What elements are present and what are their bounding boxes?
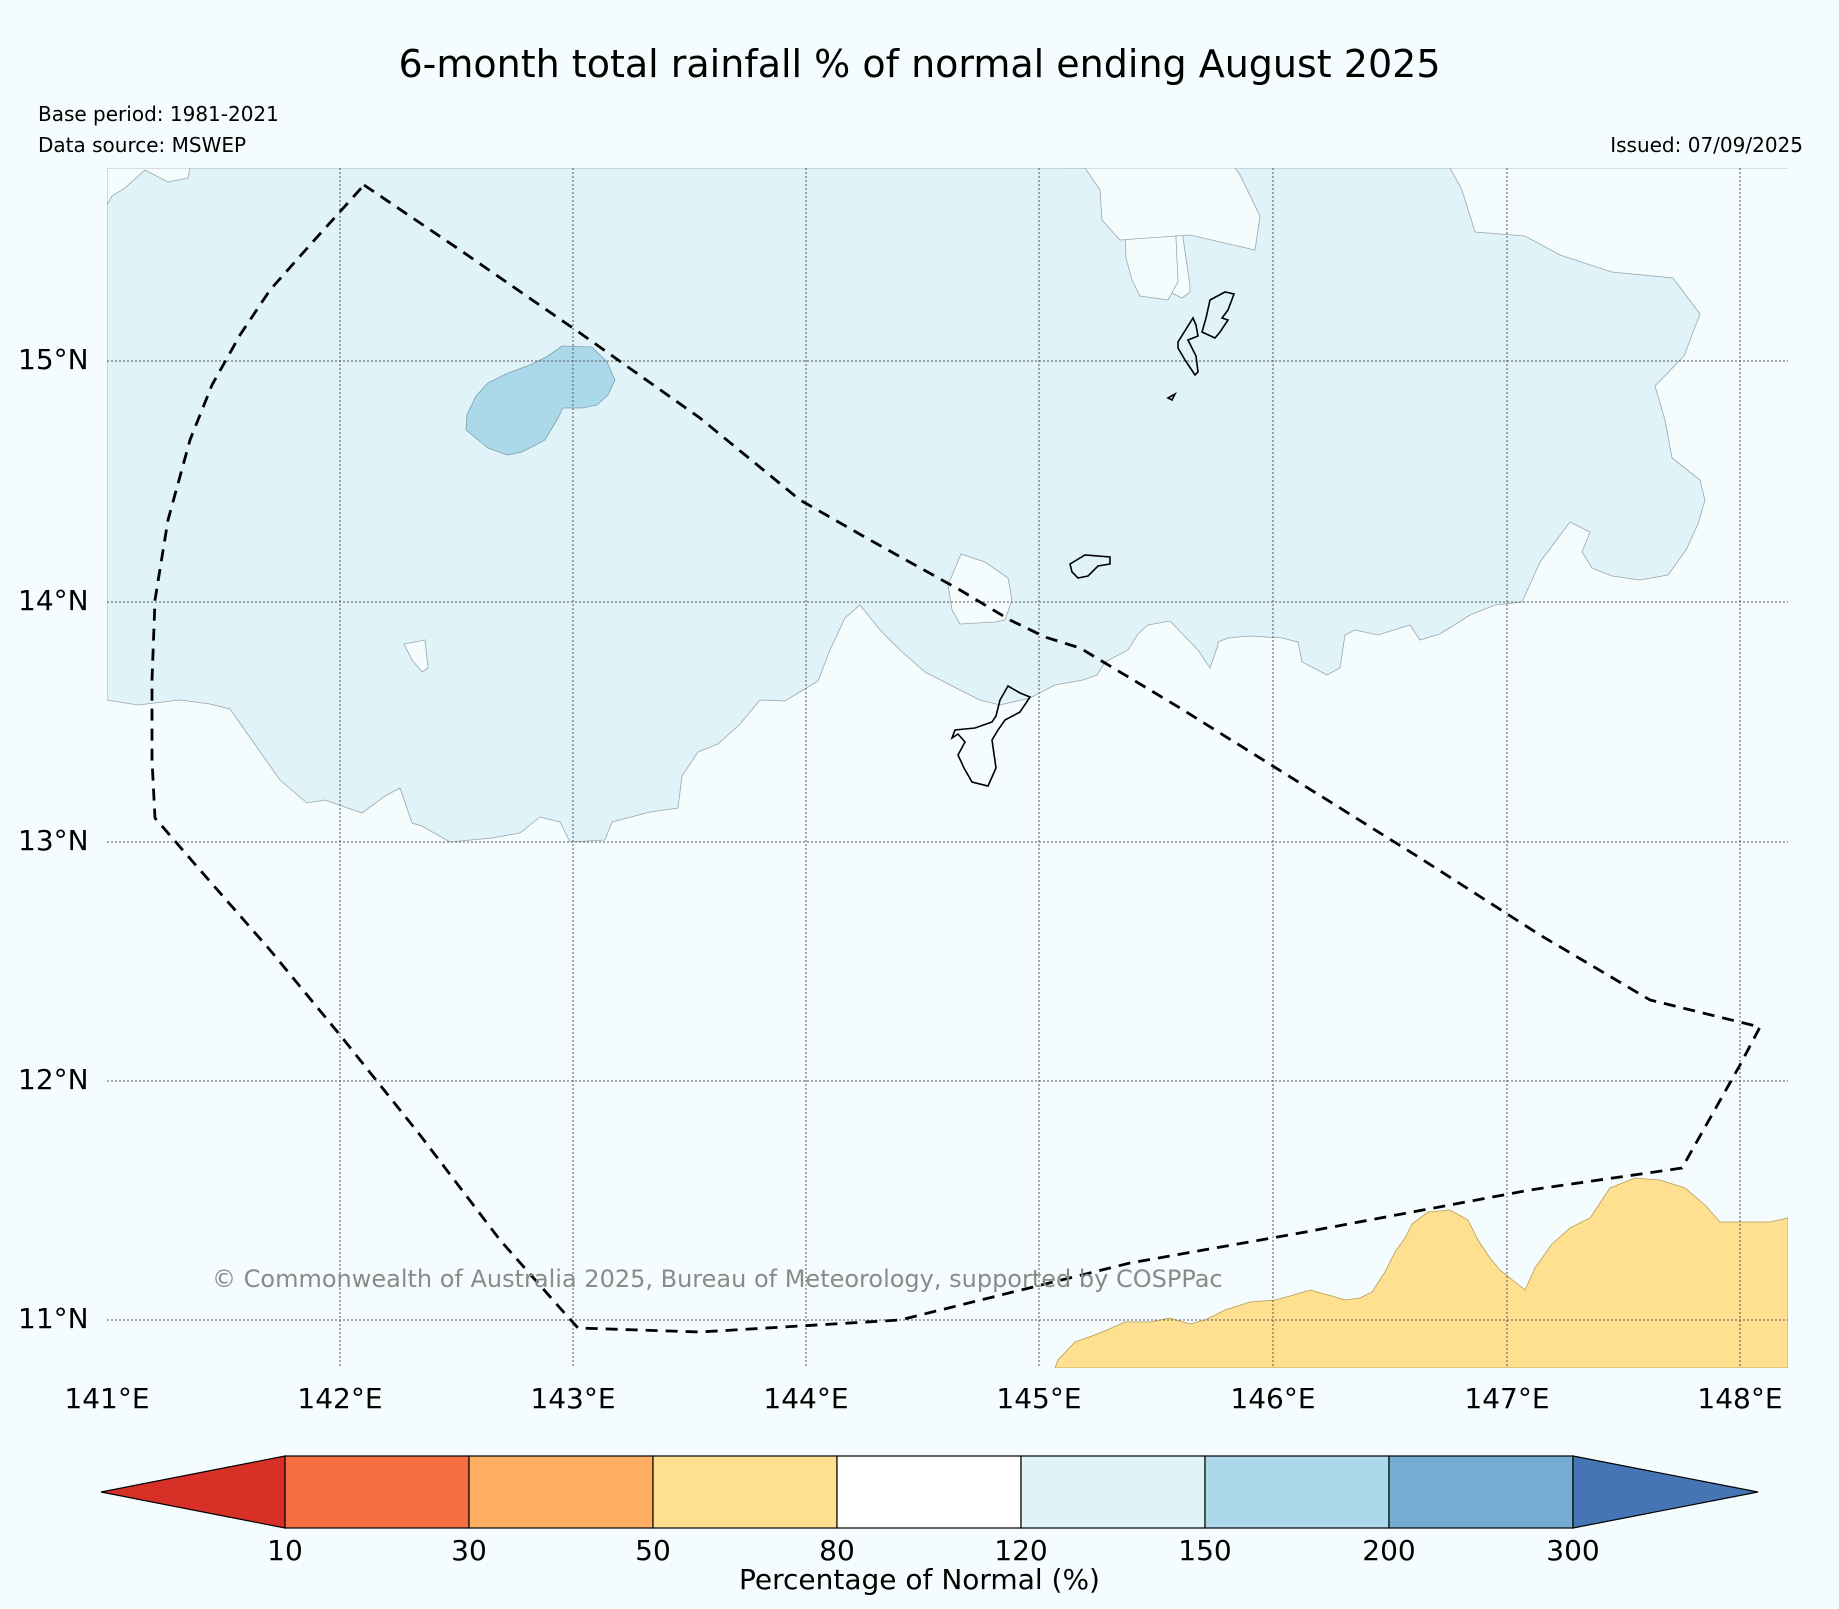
region-80-120-hole-nw [107,168,191,206]
colorbar [100,1455,1759,1529]
lon-tick-141e: 141°E [64,1382,150,1415]
lon-tick-148e: 148°E [1697,1382,1783,1415]
copyright-notice: © Commonwealth of Australia 2025, Bureau… [212,1265,1223,1293]
colorbar-tick-150: 150 [1178,1534,1232,1567]
lon-tick-144e: 144°E [763,1382,849,1415]
colorbar-120-150 [1020,1455,1206,1529]
colorbar-50-80 [652,1455,838,1529]
colorbar-label: Percentage of Normal (%) [739,1563,1100,1596]
lon-tick-142e: 142°E [297,1382,383,1415]
colorbar-extend-low [100,1455,286,1529]
islands [950,291,1236,787]
colorbar-150-200 [1204,1455,1390,1529]
colorbar-tick-50: 50 [635,1534,671,1567]
colorbar-extend-high [1572,1455,1759,1529]
colorbar-tick-30: 30 [451,1534,487,1567]
lat-tick-12n: 12°N [18,1063,89,1096]
island-aguijan [1166,391,1177,402]
colorbar-tick-120: 120 [994,1534,1048,1567]
region-150-200 [465,345,616,456]
issued-date: Issued: 07/09/2025 [1610,133,1803,157]
lon-tick-146e: 146°E [1230,1382,1316,1415]
colorbar-tick-200: 200 [1362,1534,1416,1567]
colorbar-tick-10: 10 [267,1534,303,1567]
colorbar-tick-300: 300 [1546,1534,1600,1567]
map-area [107,168,1788,1368]
lat-tick-13n: 13°N [18,824,89,857]
lat-tick-14n: 14°N [18,584,89,617]
region-80-120-hole-d [403,639,429,673]
lon-tick-147e: 147°E [1464,1382,1550,1415]
data-source-note: Data source: MSWEP [38,133,247,157]
colorbar-tick-80: 80 [819,1534,855,1567]
lat-tick-11n: 11°N [18,1302,89,1335]
region-80-120-hole-c [947,553,1013,625]
island-rota [1069,554,1111,579]
region-120-150 [107,168,1788,843]
map-title: 6-month total rainfall % of normal endin… [398,42,1441,86]
colorbar-10-30 [284,1455,470,1529]
region-80-120-hole-b [1060,168,1261,251]
lat-tick-15n: 15°N [18,343,89,376]
island-saipan [1201,291,1236,339]
lon-tick-143e: 143°E [530,1382,616,1415]
lon-tick-145e: 145°E [996,1382,1082,1415]
island-guam [950,684,1032,787]
colorbar-30-50 [468,1455,654,1529]
colorbar-80-120 [836,1455,1022,1529]
island-tinian [1177,316,1199,377]
base-period-note: Base period: 1981-2021 [38,102,279,126]
gridlines [107,168,1788,1368]
eez-boundary [150,183,1763,1334]
colorbar-200-300 [1388,1455,1574,1529]
